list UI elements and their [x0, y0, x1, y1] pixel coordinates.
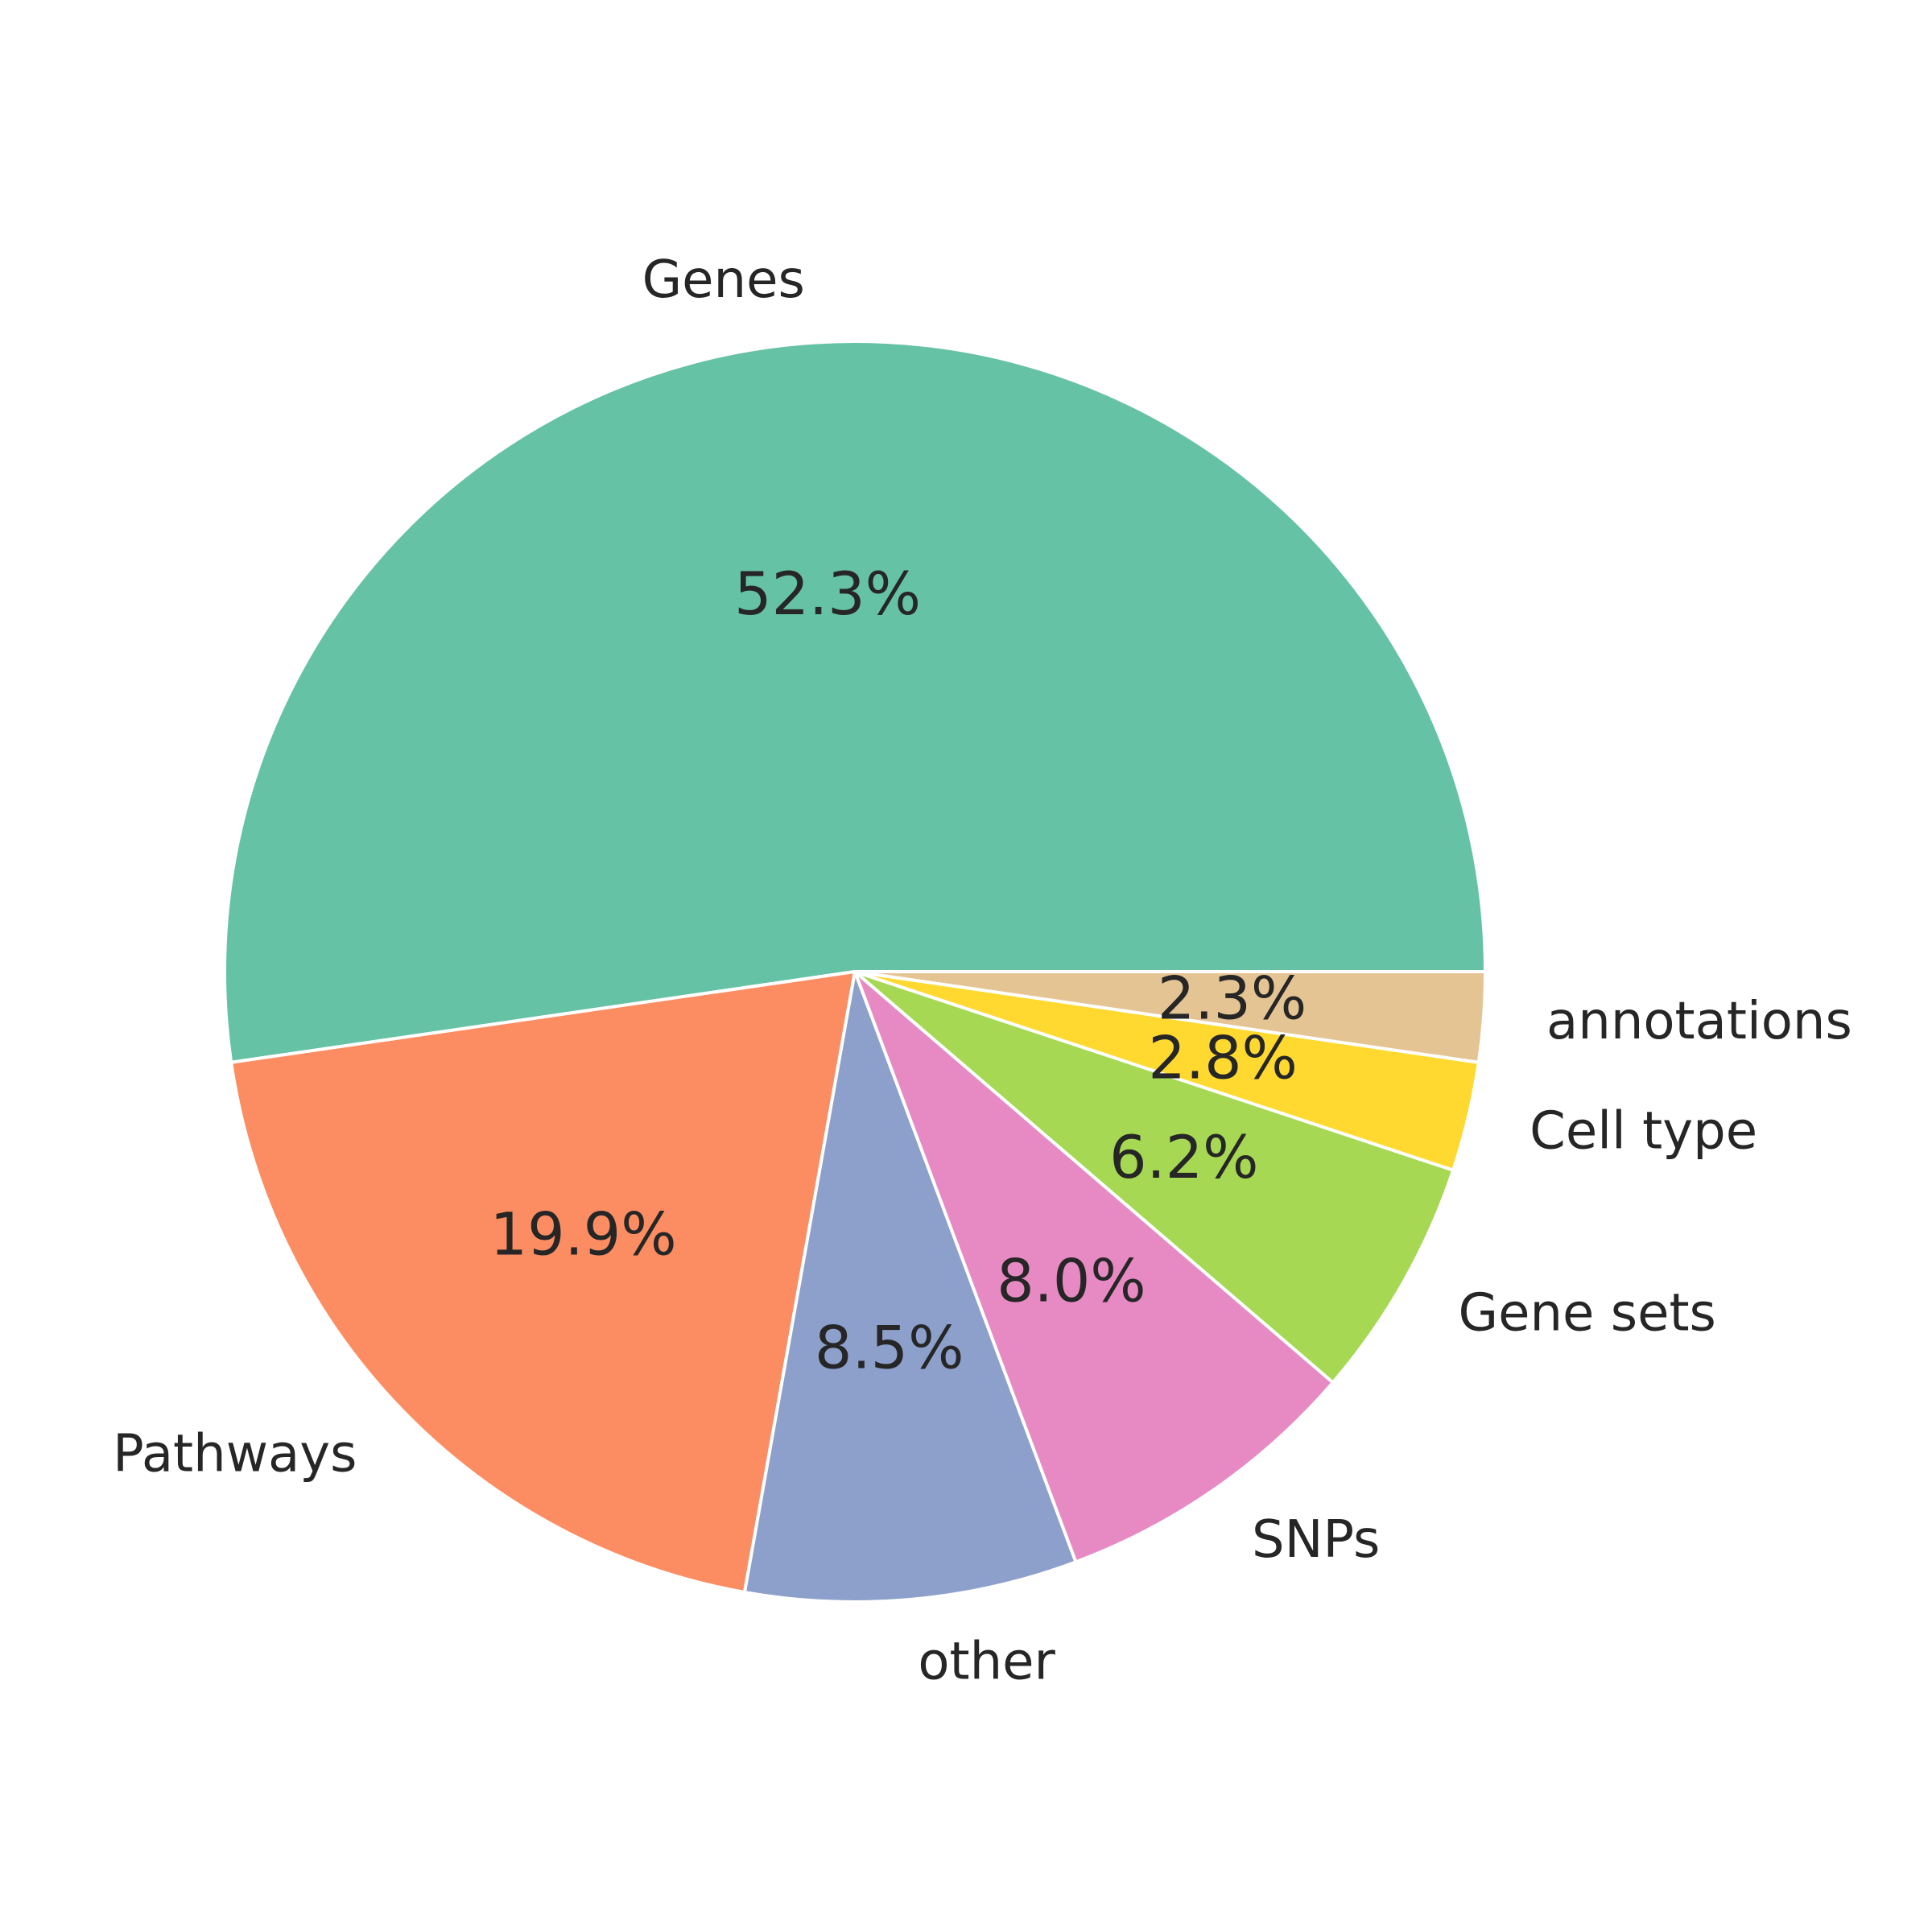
pie-slices — [223, 340, 1487, 1604]
slice-label-other: other — [918, 1633, 1055, 1692]
slice-percent-pathways: 19.9% — [490, 1200, 677, 1269]
pie-slice-other — [742, 970, 1078, 1604]
pie-labels: Genes 52.3% Pathways 19.9% other 8.5% SNPs 8.0%… — [113, 250, 1852, 1692]
slice-label-gene-sets: Gene sets — [1458, 1283, 1715, 1343]
slice-label-annotations: annotations — [1546, 992, 1852, 1051]
slice-label-pathways: Pathways — [113, 1424, 357, 1484]
slice-percent-cell-type: 2.8% — [1148, 1025, 1297, 1093]
pie-slice-pathways — [229, 970, 857, 1594]
pie-slice-genes — [223, 340, 1487, 1064]
slice-label-snps: SNPs — [1252, 1510, 1380, 1570]
slice-label-cell-type: Cell type — [1530, 1101, 1757, 1161]
slice-percent-other: 8.5% — [815, 1314, 964, 1382]
pie-slice-snps — [853, 970, 1335, 1564]
pie-slice-gene-sets — [853, 970, 1455, 1385]
pie-slice-annotations — [853, 970, 1487, 1064]
slice-label-genes: Genes — [642, 250, 805, 310]
slice-percent-genes: 52.3% — [734, 560, 921, 629]
slice-percent-gene-sets: 6.2% — [1109, 1124, 1258, 1192]
slice-percent-annotations: 2.3% — [1158, 964, 1307, 1033]
slice-percent-snps: 8.0% — [997, 1248, 1146, 1316]
